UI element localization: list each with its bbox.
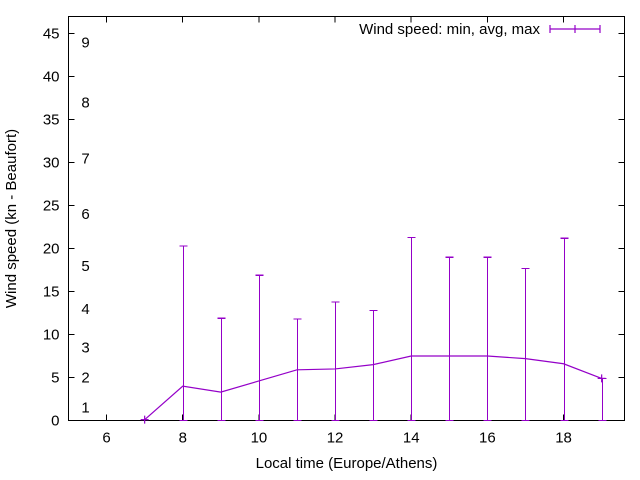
y-axis-title: Wind speed (kn - Beaufort) [3,129,20,308]
beaufort-level-label: 8 [81,94,89,111]
y-tick-label: 10 [43,327,60,344]
beaufort-level-label: 2 [81,370,89,387]
beaufort-level-label: 4 [81,301,89,318]
y-tick-label: 5 [51,370,59,387]
x-tick-label: 10 [251,430,268,447]
x-tick-label: 16 [479,430,496,447]
y-tick-label: 15 [43,284,60,301]
plot-frame [68,16,625,421]
y-tick-label: 35 [43,112,60,129]
beaufort-level-label: 6 [81,206,89,223]
beaufort-level-label: 9 [81,34,89,51]
y-tick-label: 20 [43,241,60,258]
x-axis-title: Local time (Europe/Athens) [256,455,438,472]
x-tick-label: 18 [555,430,572,447]
y-tick-label: 30 [43,155,60,172]
beaufort-level-label: 3 [81,339,89,356]
beaufort-level-label: 5 [81,258,89,275]
y-tick-label: 0 [51,413,59,430]
y-tick-label: 25 [43,198,60,215]
y-tick-label: 45 [43,26,60,43]
beaufort-level-label: 1 [81,400,89,417]
x-tick-label: 14 [403,430,420,447]
x-tick-label: 8 [179,430,187,447]
x-tick-label: 6 [102,430,110,447]
y-tick-label: 40 [43,69,60,86]
x-tick-label: 12 [327,430,344,447]
average-wind-speed-line [144,355,602,421]
legend-entry-label: Wind speed: min, avg, max [359,21,540,38]
beaufort-level-label: 7 [81,150,89,167]
